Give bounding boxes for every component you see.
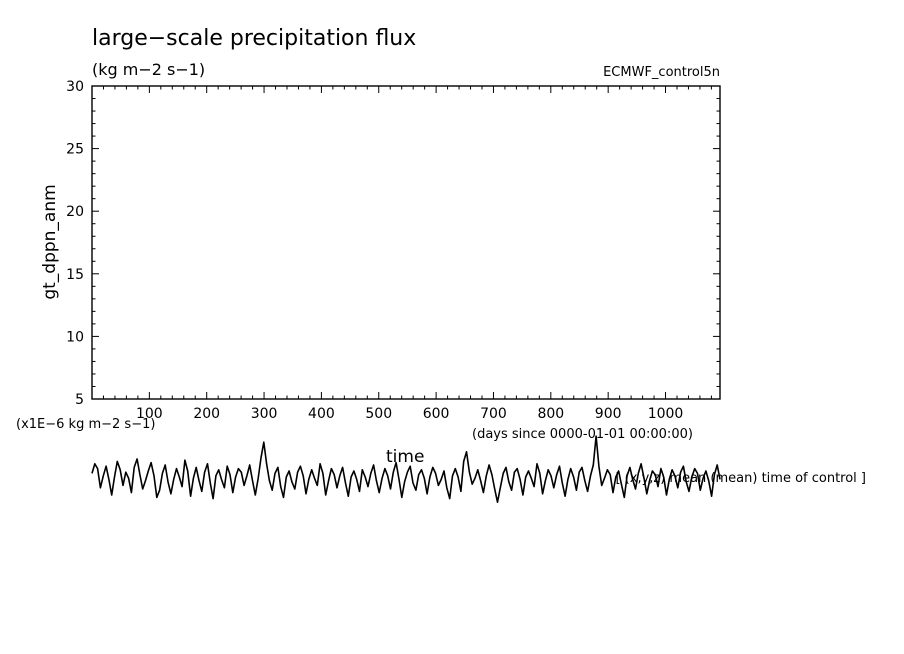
- y-tick-label: 5: [75, 392, 84, 408]
- y-tick-label: 30: [66, 79, 84, 95]
- x-axis-label: time: [386, 447, 424, 467]
- y-axis-label: gt_dppn_anm: [40, 184, 60, 299]
- x-tick-label: 500: [365, 406, 392, 422]
- x-tick-labels: 100 200 300 400 500 600 700 800 900 1000: [136, 406, 683, 422]
- x-tick-label: 1000: [648, 406, 684, 422]
- x-tick-label: 100: [136, 406, 163, 422]
- data-line: [91, 435, 721, 504]
- plot-frame: [91, 85, 721, 400]
- x-tick-label: 200: [193, 406, 220, 422]
- y-tick-label: 15: [66, 267, 84, 283]
- tick-marks: [92, 86, 720, 399]
- x-tick-label: 800: [537, 406, 564, 422]
- side-label: [ (x,y,z) mean (mean) time of control ]: [615, 471, 866, 486]
- scale-note: (x1E−6 kg m−2 s−1): [16, 417, 155, 432]
- x-units-label: (days since 0000-01-01 00:00:00): [472, 427, 693, 442]
- chart-title: large−scale precipitation flux: [92, 26, 416, 51]
- chart-units: (kg m−2 s−1): [92, 60, 205, 79]
- x-tick-label: 700: [480, 406, 507, 422]
- y-tick-label: 25: [66, 142, 84, 158]
- dataset-label: ECMWF_control5n: [603, 65, 720, 80]
- y-tick-label: 20: [66, 204, 84, 220]
- x-tick-label: 900: [595, 406, 622, 422]
- x-tick-label: 600: [423, 406, 450, 422]
- y-tick-label: 10: [66, 329, 84, 345]
- x-tick-label: 400: [308, 406, 335, 422]
- y-tick-labels: 5 10 15 20 25 30: [66, 79, 84, 408]
- x-tick-label: 300: [251, 406, 278, 422]
